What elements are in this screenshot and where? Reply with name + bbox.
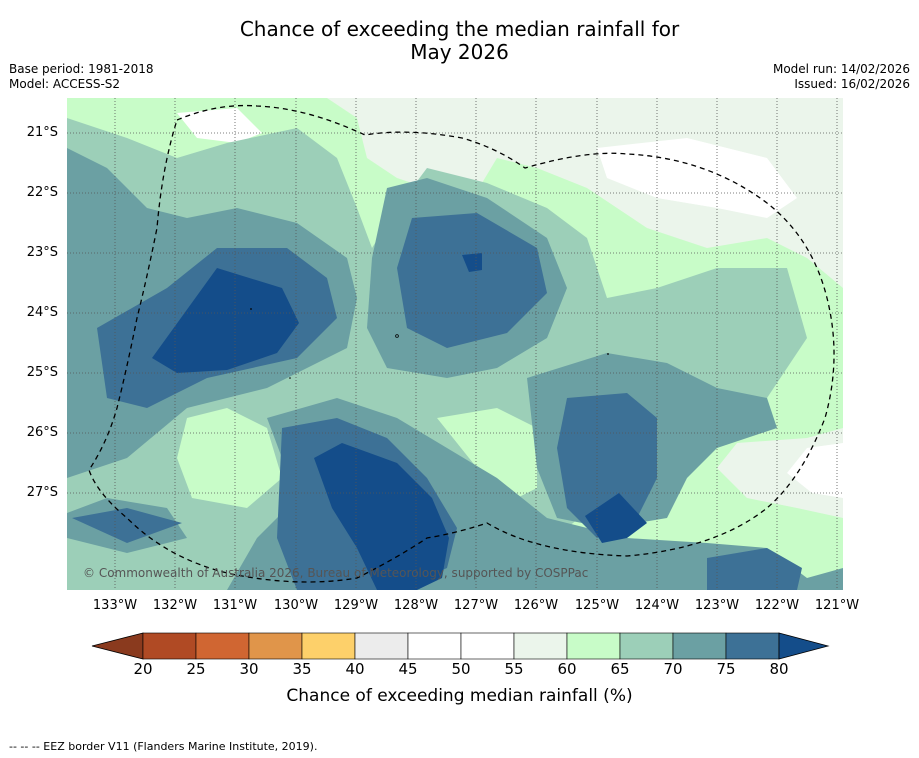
colorbar-segment-25-30 bbox=[195, 632, 250, 660]
lon-label-124w: 124°W bbox=[634, 598, 680, 613]
colorbar-tick-65: 65 bbox=[610, 660, 630, 678]
colorbar-arrow-low bbox=[91, 632, 144, 660]
title-line-2: May 2026 bbox=[410, 40, 509, 64]
lat-label-23s: 23°S bbox=[26, 245, 58, 260]
title-line-1: Chance of exceeding the median rainfall … bbox=[239, 17, 680, 41]
lon-label-128w: 128°W bbox=[393, 598, 439, 613]
band-80-north-spot bbox=[462, 253, 482, 272]
graticule bbox=[67, 98, 843, 590]
eez-footnote: -- -- -- EEZ border V11 (Flanders Marine… bbox=[9, 740, 318, 753]
colorbar-tick-35: 35 bbox=[292, 660, 312, 678]
colorbar-tick-55: 55 bbox=[504, 660, 524, 678]
island-dot-3 bbox=[607, 353, 609, 355]
colorbar-tick-25: 25 bbox=[186, 660, 206, 678]
lon-label-129w: 129°W bbox=[333, 598, 379, 613]
colorbar-segment-75-80 bbox=[725, 632, 780, 660]
band-60-65-central-pocket bbox=[437, 408, 537, 498]
lat-label-24s: 24°S bbox=[26, 305, 58, 320]
lat-label-22s: 22°S bbox=[26, 185, 58, 200]
rainfall-map: © Commonwealth of Australia 2026, Bureau… bbox=[67, 98, 843, 590]
band-80-west bbox=[152, 268, 299, 373]
colorbar-segment-70-75 bbox=[672, 632, 727, 660]
colorbar-tick-80: 80 bbox=[769, 660, 789, 678]
lat-label-21s: 21°S bbox=[26, 125, 58, 140]
colorbar-label: Chance of exceeding median rainfall (%) bbox=[286, 686, 633, 706]
band-80-south bbox=[314, 443, 449, 590]
model-run: Model run: 14/02/2026 bbox=[772, 62, 910, 76]
colorbar-arrow-high bbox=[778, 632, 830, 660]
lon-label-122w: 122°W bbox=[754, 598, 800, 613]
band-75-80-north-central bbox=[397, 213, 547, 348]
band-60-65-south-pocket bbox=[177, 408, 282, 508]
colorbar-tick-45: 45 bbox=[398, 660, 418, 678]
lon-label-121w: 121°W bbox=[814, 598, 860, 613]
colorbar-tick-40: 40 bbox=[345, 660, 365, 678]
colorbar-tick-50: 50 bbox=[451, 660, 471, 678]
lon-label-130w: 130°W bbox=[273, 598, 319, 613]
meta-left: Base period: 1981-2018 Model: ACCESS-S2 bbox=[9, 62, 154, 92]
colorbar-segment-40-45 bbox=[354, 632, 409, 660]
band-75-80-southeast bbox=[707, 548, 802, 590]
colorbar-segment-50-55 bbox=[460, 632, 515, 660]
model-name: Model: ACCESS-S2 bbox=[9, 77, 121, 91]
lon-label-132w: 132°W bbox=[152, 598, 198, 613]
colorbar-tick-20: 20 bbox=[133, 660, 153, 678]
colorbar-segment-60-65 bbox=[566, 632, 621, 660]
band-50-55-southeast bbox=[787, 443, 843, 498]
colorbar-tick-30: 30 bbox=[239, 660, 259, 678]
base-period: Base period: 1981-2018 bbox=[9, 62, 154, 76]
colorbar-segment-20-25 bbox=[142, 632, 197, 660]
colorbar bbox=[91, 632, 830, 660]
lat-label-27s: 27°S bbox=[26, 485, 58, 500]
meta-right: Model run: 14/02/2026 Issued: 16/02/2026 bbox=[773, 62, 910, 92]
lon-label-126w: 126°W bbox=[513, 598, 559, 613]
lon-label-131w: 131°W bbox=[212, 598, 258, 613]
map-title: Chance of exceeding the median rainfall … bbox=[0, 18, 919, 64]
colorbar-segment-45-50 bbox=[407, 632, 462, 660]
lon-label-123w: 123°W bbox=[694, 598, 740, 613]
island-dot-4 bbox=[289, 377, 291, 379]
issued-date: Issued: 16/02/2026 bbox=[794, 77, 910, 91]
band-50-55-northwest bbox=[177, 108, 262, 143]
lon-label-133w: 133°W bbox=[92, 598, 138, 613]
colorbar-tick-70: 70 bbox=[663, 660, 683, 678]
lon-label-127w: 127°W bbox=[453, 598, 499, 613]
eez-border bbox=[88, 104, 835, 583]
island-dot-2 bbox=[395, 334, 399, 338]
colorbar-segment-35-40 bbox=[301, 632, 356, 660]
colorbar-segment-65-70 bbox=[619, 632, 674, 660]
colorbar-segment-55-60 bbox=[513, 632, 568, 660]
lat-label-26s: 26°S bbox=[26, 425, 58, 440]
lon-label-125w: 125°W bbox=[574, 598, 620, 613]
lat-label-25s: 25°S bbox=[26, 365, 58, 380]
band-75-80-southwest bbox=[72, 508, 182, 543]
band-50-55-north bbox=[597, 138, 797, 218]
band-75-80-east-central bbox=[557, 393, 657, 538]
band-80-east-spot bbox=[585, 493, 647, 543]
colorbar-tick-60: 60 bbox=[557, 660, 577, 678]
island-dot-1 bbox=[250, 308, 252, 310]
colorbar-tick-75: 75 bbox=[716, 660, 736, 678]
copyright-text: © Commonwealth of Australia 2026, Bureau… bbox=[83, 566, 588, 580]
colorbar-segment-30-35 bbox=[248, 632, 303, 660]
map-svg: © Commonwealth of Australia 2026, Bureau… bbox=[67, 98, 843, 590]
